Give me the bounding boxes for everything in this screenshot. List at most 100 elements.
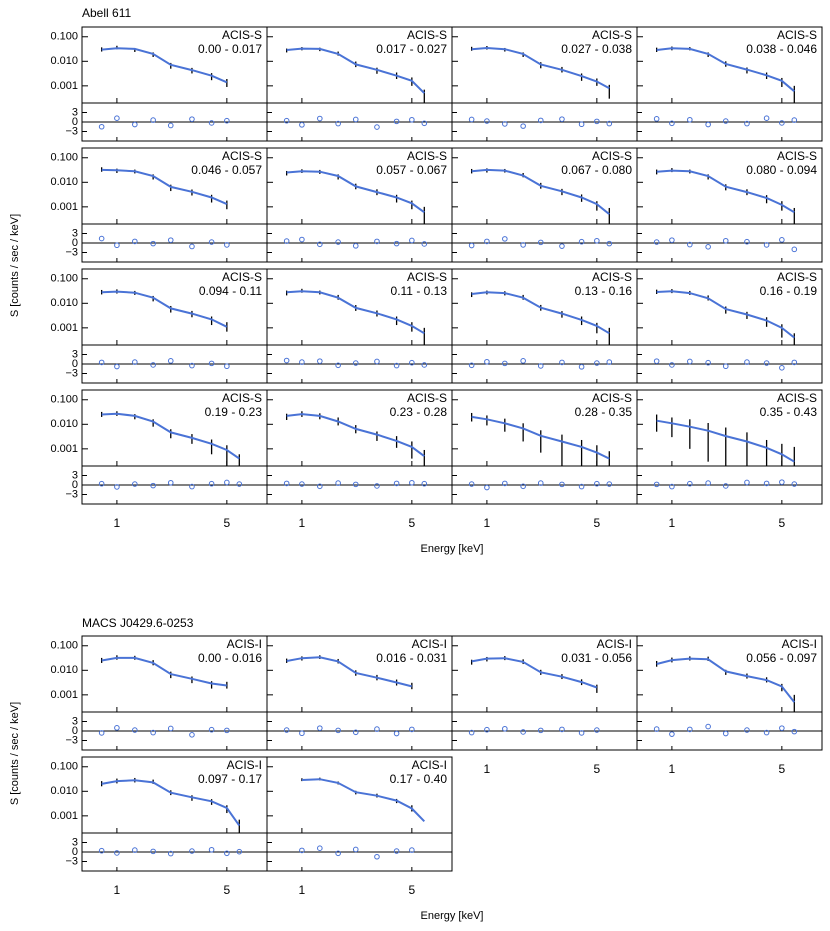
- residual-point: [520, 358, 526, 364]
- panel-instrument: ACIS-S: [407, 270, 447, 284]
- resid-y-tick-label: 0: [72, 358, 78, 370]
- residual-point: [468, 116, 475, 123]
- residual-point: [578, 364, 585, 370]
- residual-point: [114, 363, 120, 370]
- residual-point: [114, 115, 120, 121]
- residual-point: [594, 727, 600, 733]
- residual-point: [559, 116, 565, 122]
- residual-point: [98, 730, 105, 736]
- residual-point: [791, 359, 798, 366]
- model-line: [286, 656, 413, 688]
- residual-point: [669, 362, 675, 368]
- residual-point: [421, 480, 428, 487]
- model-line: [656, 419, 795, 463]
- residual-point: [132, 121, 138, 128]
- residual-point: [352, 116, 359, 123]
- residual-point: [520, 242, 526, 248]
- residual-point: [335, 727, 341, 734]
- y-tick-label: 0.010: [50, 176, 78, 188]
- residual-point: [167, 850, 174, 857]
- x-axis-label: Energy [keV]: [421, 543, 484, 555]
- residual-point: [167, 725, 174, 732]
- panel-range: 0.046 - 0.057: [191, 163, 262, 177]
- residual-point: [150, 729, 156, 736]
- panel-instrument: ACIS-S: [777, 391, 817, 405]
- residual-point: [653, 116, 660, 122]
- model-line: [101, 779, 241, 827]
- residual-point: [520, 123, 526, 129]
- residual-point: [687, 358, 693, 365]
- residual-point: [421, 241, 428, 247]
- residual-point: [537, 363, 544, 369]
- resid-y-tick-label: 3: [72, 106, 78, 118]
- panel-range: 0.057 - 0.067: [376, 163, 447, 177]
- residual-point: [763, 360, 770, 366]
- residual-point: [705, 480, 711, 486]
- panel-instrument: ACIS-S: [592, 270, 632, 284]
- residual-point: [653, 358, 660, 364]
- x-tick-label: 1: [484, 762, 491, 776]
- panel-range: 0.080 - 0.094: [746, 163, 817, 177]
- residual-point: [502, 360, 508, 367]
- residual-point: [317, 725, 323, 731]
- panel-instrument: ACIS-I: [412, 637, 447, 651]
- y-tick-label: 0.001: [50, 810, 78, 822]
- residual-point: [559, 243, 565, 249]
- residual-point: [421, 362, 428, 368]
- panel-range: 0.097 - 0.17: [198, 772, 262, 786]
- residual-point: [468, 481, 475, 487]
- residual-point: [669, 483, 675, 490]
- residual-point: [409, 359, 415, 366]
- residual-point: [484, 358, 490, 365]
- residual-point: [606, 481, 613, 487]
- y-tick-label: 0.001: [50, 201, 78, 213]
- residual-point: [98, 847, 105, 854]
- residual-point: [687, 241, 693, 248]
- residual-point: [421, 120, 428, 127]
- residual-point: [468, 362, 475, 369]
- residual-point: [283, 480, 290, 487]
- y-tick-label: 0.100: [50, 152, 78, 164]
- panel-range: 0.00 - 0.016: [198, 651, 262, 665]
- x-tick-label: 5: [224, 883, 231, 897]
- residual-point: [98, 480, 105, 487]
- residual-point: [352, 360, 359, 366]
- residual-point: [98, 359, 105, 366]
- residual-point: [352, 243, 359, 249]
- residual-point: [763, 480, 770, 487]
- panel-instrument: ACIS-S: [407, 149, 447, 163]
- residual-point: [132, 238, 138, 245]
- model-line: [101, 290, 228, 328]
- resid-y-tick-label: 0: [72, 116, 78, 128]
- residual-point: [559, 359, 565, 366]
- residual-point: [98, 123, 105, 130]
- residual-point: [520, 729, 526, 735]
- residual-point: [484, 238, 490, 245]
- residual-point: [335, 850, 341, 857]
- residual-point: [537, 239, 544, 246]
- residual-point: [594, 118, 600, 125]
- panel-instrument: ACIS-S: [592, 28, 632, 42]
- residual-point: [150, 482, 156, 489]
- panel-range: 0.17 - 0.40: [390, 772, 448, 786]
- residual-point: [669, 731, 675, 737]
- resid-y-tick-label: 3: [72, 836, 78, 848]
- residual-point: [779, 120, 785, 126]
- panel-instrument: ACIS-S: [222, 149, 262, 163]
- resid-y-tick-label: 3: [72, 469, 78, 481]
- residual-point: [722, 363, 729, 370]
- residual-point: [594, 237, 600, 244]
- resid-y-tick-label: −3: [65, 367, 78, 379]
- residual-point: [594, 480, 600, 487]
- residual-point: [236, 481, 243, 487]
- residual-point: [409, 237, 415, 244]
- residual-point: [167, 479, 174, 486]
- x-tick-label: 1: [114, 516, 121, 530]
- residual-point: [744, 238, 750, 245]
- residual-point: [208, 239, 215, 245]
- residual-point: [352, 846, 359, 853]
- residual-point: [722, 483, 729, 489]
- panel-instrument: ACIS-S: [407, 391, 447, 405]
- model-line: [101, 47, 228, 84]
